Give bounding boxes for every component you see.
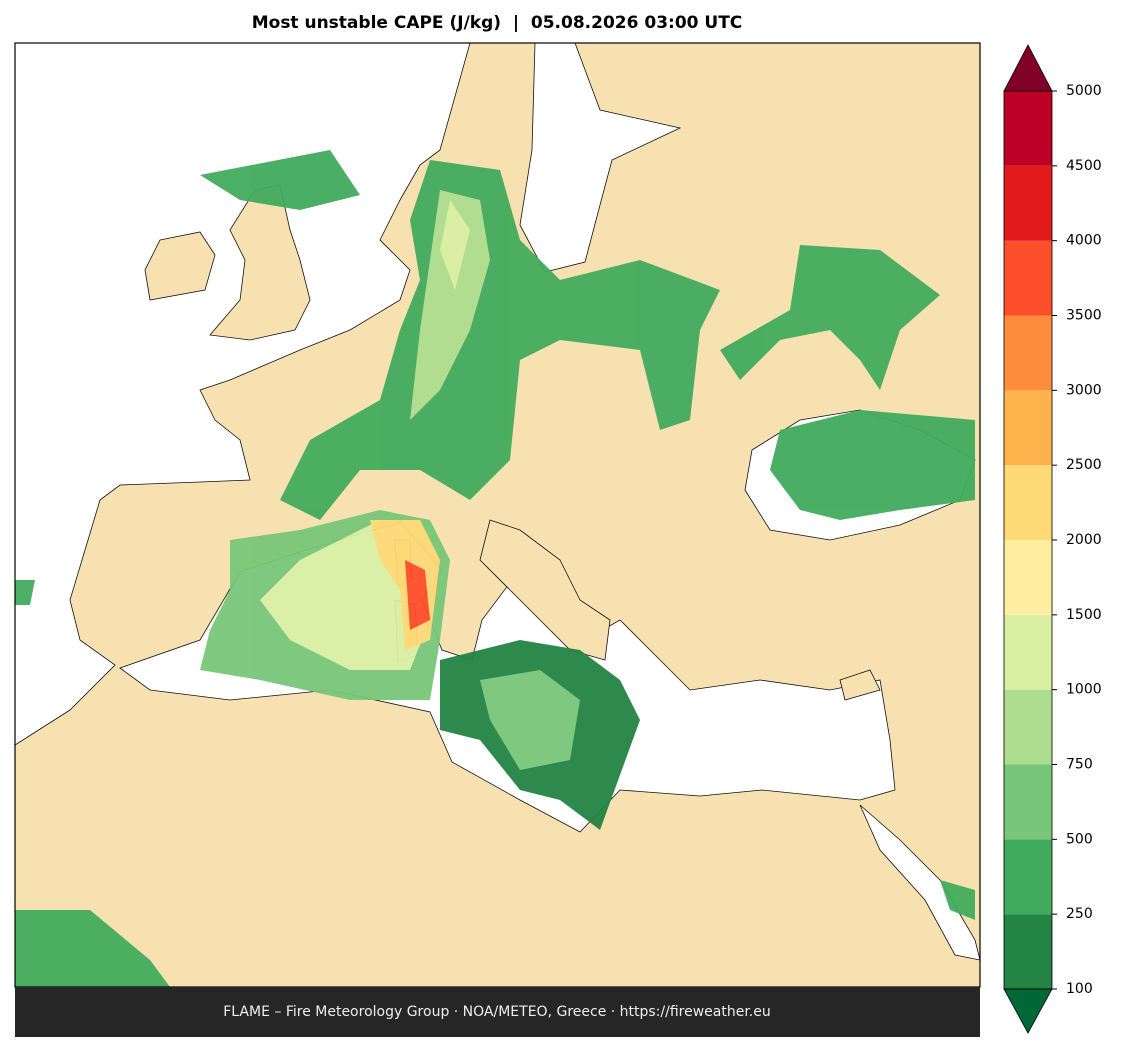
- colorbar-tick-label: 1000: [1066, 682, 1102, 698]
- colorbar-tick-label: 500: [1066, 831, 1093, 847]
- footer-band: [15, 987, 980, 1037]
- colorbar-band: [1004, 91, 1052, 166]
- colorbar-tick-label: 3000: [1066, 382, 1102, 398]
- colorbar-tick-label: 2000: [1066, 532, 1102, 548]
- colorbar-tick-label: 1500: [1066, 607, 1102, 623]
- colorbar-tick-label: 4500: [1066, 158, 1102, 174]
- colorbar-tick-label: 2500: [1066, 457, 1102, 473]
- colorbar-band: [1004, 540, 1052, 615]
- footer: FLAME – Fire Meteorology Group · NOA/MET…: [223, 1004, 771, 1020]
- map: [14, 42, 981, 988]
- colorbar-tick-label: 3500: [1066, 308, 1102, 324]
- colorbar-band: [1004, 689, 1052, 765]
- colorbar-band: [1004, 240, 1052, 316]
- colorbar-under: [1003, 988, 1053, 1034]
- colorbar-over: [1003, 44, 1053, 92]
- colorbar-band: [1004, 764, 1052, 840]
- colorbar-band: [1004, 839, 1052, 915]
- colorbar-tick-label: 250: [1066, 906, 1093, 922]
- colorbar-tick-label: 750: [1066, 757, 1093, 773]
- title: Most unstable CAPE (J/kg) | 05.08.2026 0…: [252, 13, 743, 33]
- colorbar-band: [1004, 465, 1052, 540]
- colorbar-tick-label: 100: [1066, 981, 1093, 997]
- colorbar-band: [1004, 390, 1052, 466]
- colorbar-band: [1004, 165, 1052, 241]
- colorbar-band: [1004, 914, 1052, 989]
- colorbar-band: [1004, 614, 1052, 690]
- colorbar-band: [1004, 315, 1052, 391]
- colorbar-tick-label: 4000: [1066, 233, 1102, 249]
- colorbar-tick-label: 5000: [1066, 83, 1102, 99]
- colorbar: 100 250 500 750 1000 1500 2000 2500 3000 3500 4000…: [1003, 44, 1102, 1034]
